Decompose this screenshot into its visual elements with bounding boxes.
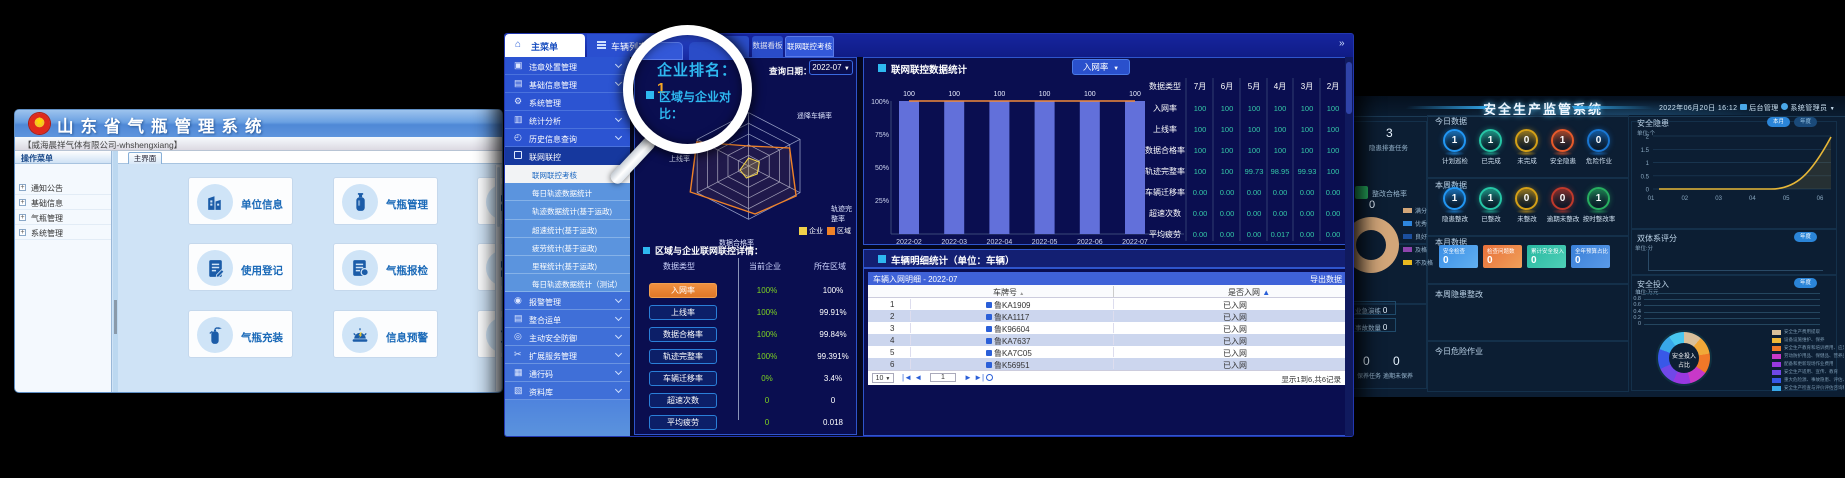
svg-text:05: 05 xyxy=(1783,196,1790,202)
svg-text:98.95: 98.95 xyxy=(1271,167,1290,176)
svg-text:100: 100 xyxy=(1274,125,1287,134)
svg-text:5月: 5月 xyxy=(1248,82,1260,91)
svg-text:100: 100 xyxy=(1301,104,1314,113)
svg-text:1: 1 xyxy=(1646,161,1650,167)
svg-text:100: 100 xyxy=(994,91,1006,98)
svg-text:0.00: 0.00 xyxy=(1300,209,1315,218)
svg-text:2022-02: 2022-02 xyxy=(896,239,922,246)
svg-text:100: 100 xyxy=(1221,167,1234,176)
svg-text:超速次数: 超速次数 xyxy=(1149,208,1181,218)
svg-text:0.00: 0.00 xyxy=(1326,209,1341,218)
svg-text:数据合格率: 数据合格率 xyxy=(1145,145,1185,155)
svg-text:3月: 3月 xyxy=(1301,82,1313,91)
svg-text:100: 100 xyxy=(1248,146,1261,155)
svg-text:100: 100 xyxy=(1301,125,1314,134)
svg-text:100: 100 xyxy=(1327,125,1340,134)
svg-text:2月: 2月 xyxy=(1327,82,1339,91)
svg-text:100: 100 xyxy=(1327,167,1340,176)
svg-text:0: 0 xyxy=(1646,188,1650,194)
svg-text:4月: 4月 xyxy=(1274,82,1286,91)
svg-text:100: 100 xyxy=(1194,146,1207,155)
svg-text:0.00: 0.00 xyxy=(1326,188,1341,197)
svg-text:100: 100 xyxy=(1129,91,1141,98)
svg-text:入网率: 入网率 xyxy=(1153,103,1177,113)
svg-text:0.00: 0.00 xyxy=(1220,188,1235,197)
svg-text:2022-07: 2022-07 xyxy=(1122,239,1148,246)
svg-text:100: 100 xyxy=(1194,167,1207,176)
svg-text:2022-03: 2022-03 xyxy=(941,239,967,246)
svg-text:100%: 100% xyxy=(871,99,889,106)
svg-text:100: 100 xyxy=(948,91,960,98)
svg-text:数据类型: 数据类型 xyxy=(1149,81,1181,91)
svg-text:100: 100 xyxy=(1327,146,1340,155)
svg-text:0.00: 0.00 xyxy=(1247,188,1262,197)
svg-text:0.00: 0.00 xyxy=(1273,209,1288,218)
svg-text:2022-05: 2022-05 xyxy=(1032,239,1058,246)
svg-text:100: 100 xyxy=(1194,104,1207,113)
svg-text:6月: 6月 xyxy=(1221,82,1233,91)
svg-text:0.00: 0.00 xyxy=(1273,188,1288,197)
svg-text:0.5: 0.5 xyxy=(1641,174,1650,180)
svg-text:0.00: 0.00 xyxy=(1193,230,1208,239)
svg-text:100: 100 xyxy=(1248,125,1261,134)
svg-text:平均疲劳: 平均疲劳 xyxy=(1149,229,1181,239)
svg-text:0.00: 0.00 xyxy=(1247,230,1262,239)
svg-text:100: 100 xyxy=(1221,146,1234,155)
svg-text:100: 100 xyxy=(1327,104,1340,113)
svg-text:100: 100 xyxy=(1248,104,1261,113)
svg-text:100: 100 xyxy=(1084,91,1096,98)
svg-text:2022-04: 2022-04 xyxy=(987,239,1013,246)
svg-text:0.00: 0.00 xyxy=(1220,209,1235,218)
svg-text:0.017: 0.017 xyxy=(1271,230,1290,239)
svg-text:100: 100 xyxy=(1274,146,1287,155)
svg-text:06: 06 xyxy=(1817,196,1824,202)
svg-text:04: 04 xyxy=(1749,196,1756,202)
svg-text:7月: 7月 xyxy=(1194,82,1206,91)
svg-text:100: 100 xyxy=(1221,125,1234,134)
svg-text:车辆迁移率: 车辆迁移率 xyxy=(1145,187,1185,197)
svg-text:轨迹完整率: 轨迹完整率 xyxy=(1145,166,1185,176)
svg-text:上线率: 上线率 xyxy=(1153,124,1177,134)
svg-text:75%: 75% xyxy=(875,132,889,139)
svg-text:100: 100 xyxy=(1039,91,1051,98)
svg-text:0.00: 0.00 xyxy=(1300,188,1315,197)
svg-text:1.5: 1.5 xyxy=(1641,148,1650,154)
svg-text:25%: 25% xyxy=(875,198,889,205)
svg-text:03: 03 xyxy=(1715,196,1722,202)
svg-text:0.00: 0.00 xyxy=(1247,209,1262,218)
svg-text:99.93: 99.93 xyxy=(1298,167,1317,176)
svg-text:50%: 50% xyxy=(875,165,889,172)
svg-text:0.00: 0.00 xyxy=(1220,230,1235,239)
svg-text:0.00: 0.00 xyxy=(1326,230,1341,239)
svg-text:100: 100 xyxy=(903,91,915,98)
svg-text:2022-06: 2022-06 xyxy=(1077,239,1103,246)
svg-text:0.00: 0.00 xyxy=(1193,188,1208,197)
svg-text:100: 100 xyxy=(1194,125,1207,134)
svg-text:01: 01 xyxy=(1648,196,1655,202)
svg-text:0.00: 0.00 xyxy=(1193,209,1208,218)
svg-text:0.00: 0.00 xyxy=(1300,230,1315,239)
svg-text:2: 2 xyxy=(1646,135,1650,141)
svg-text:99.73: 99.73 xyxy=(1245,167,1264,176)
svg-text:02: 02 xyxy=(1681,196,1688,202)
svg-text:100: 100 xyxy=(1274,104,1287,113)
svg-text:100: 100 xyxy=(1221,104,1234,113)
svg-text:100: 100 xyxy=(1301,146,1314,155)
